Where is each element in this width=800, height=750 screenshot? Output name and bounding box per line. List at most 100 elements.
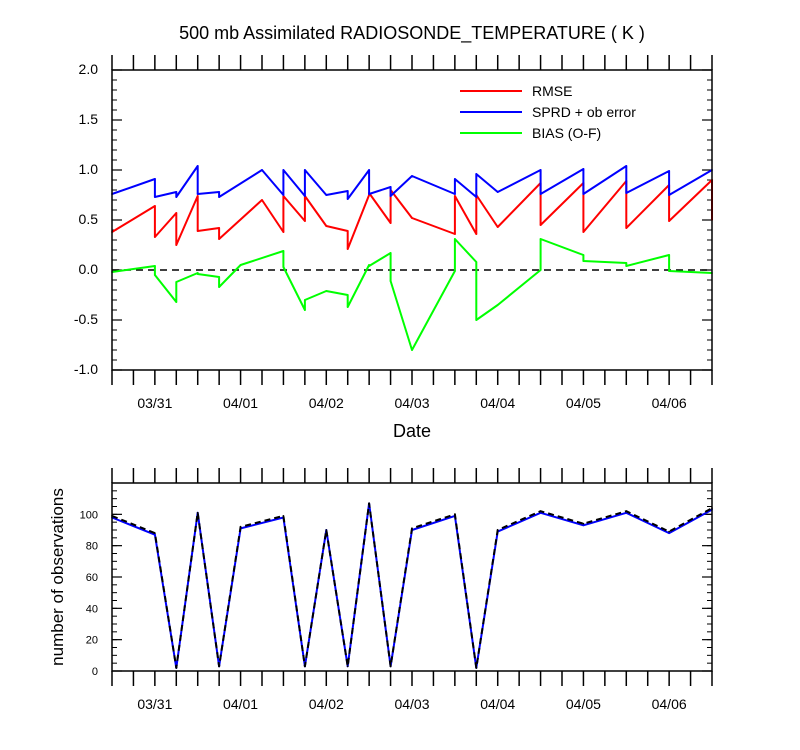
- data-point: [496, 304, 499, 306]
- data-point: [261, 169, 263, 171]
- data-point: [496, 226, 499, 228]
- data-point: [261, 199, 263, 201]
- data-point: [668, 532, 670, 534]
- x-tick-label: 04/03: [394, 696, 429, 712]
- bottom-axes: 0 20 40 60 80 100 03/31 04/01 04/02 04/03 04/04 04/…: [80, 468, 713, 712]
- top-panel: 500 mb Assimilated RADIOSONDE_TEMPERATUR…: [74, 23, 713, 441]
- data-point: [496, 191, 499, 193]
- data-point: [539, 193, 542, 195]
- data-point: [454, 233, 456, 235]
- data-point: [668, 170, 670, 172]
- data-point: [625, 262, 628, 264]
- data-point: [154, 533, 156, 536]
- data-point: [282, 169, 285, 171]
- data-point: [539, 269, 542, 271]
- data-point: [282, 250, 285, 252]
- data-point: [539, 224, 542, 226]
- data-point: [175, 212, 178, 214]
- data-point: [582, 260, 585, 262]
- data-point: [454, 178, 456, 180]
- data-point: [154, 236, 156, 238]
- x-tick-label: 04/02: [309, 395, 344, 411]
- x-tick-label: 04/02: [309, 696, 344, 712]
- data-point: [411, 349, 413, 351]
- data-point: [475, 233, 478, 235]
- data-point: [389, 195, 392, 197]
- y-tick-label: 0.5: [79, 211, 99, 227]
- data-point: [625, 192, 628, 194]
- data-point: [325, 529, 328, 531]
- data-point: [175, 244, 178, 246]
- data-point: [346, 248, 349, 250]
- data-point: [582, 522, 585, 525]
- bottom-series-group: [111, 502, 713, 669]
- chart-title: 500 mb Assimilated RADIOSONDE_TEMPERATUR…: [179, 23, 645, 44]
- series-line-possible: [111, 502, 713, 669]
- data-point: [582, 231, 585, 233]
- data-point: [325, 225, 328, 227]
- data-point: [218, 286, 221, 288]
- legend: RMSE SPRD + ob error BIAS (O-F): [460, 83, 636, 141]
- data-point: [475, 173, 478, 175]
- y-tick-label: 80: [86, 541, 98, 553]
- series-line-bias-o-f: [111, 238, 713, 351]
- y-tick-label: -0.5: [74, 311, 98, 327]
- bottom-panel: 0 20 40 60 80 100 03/31 04/01 04/02 04/03 04/04 04/…: [48, 468, 713, 712]
- data-point: [196, 193, 199, 195]
- data-point: [196, 511, 199, 514]
- x-tick-label: 04/05: [566, 395, 601, 411]
- x-tick-label: 04/06: [652, 395, 687, 411]
- x-tick-label: 04/04: [480, 395, 515, 411]
- data-point: [368, 193, 370, 195]
- data-point: [154, 274, 156, 276]
- data-point: [304, 299, 306, 301]
- series-line-rmse: [111, 179, 713, 250]
- y-tick-label: 40: [86, 603, 98, 615]
- data-point: [539, 238, 542, 240]
- data-point: [154, 196, 156, 198]
- data-point: [668, 194, 670, 196]
- x-tick-label: 03/31: [137, 696, 172, 712]
- y-tick-label: 20: [86, 635, 98, 647]
- data-point: [668, 530, 670, 533]
- data-point: [668, 270, 670, 272]
- data-point: [454, 193, 456, 195]
- data-point: [196, 273, 199, 275]
- data-point: [218, 227, 221, 229]
- data-point: [346, 190, 349, 192]
- data-point: [304, 169, 306, 171]
- x-tick-label: 04/03: [394, 395, 429, 411]
- y-tick-label: 60: [86, 572, 98, 584]
- data-point: [668, 254, 670, 256]
- data-point: [454, 238, 456, 240]
- y-tick-label: 0: [92, 666, 98, 678]
- y-tick-label: 0.0: [79, 261, 99, 277]
- legend-label: BIAS (O-F): [532, 125, 601, 141]
- data-point: [196, 165, 199, 167]
- data-point: [346, 230, 349, 232]
- data-point: [282, 231, 285, 233]
- x-tick-label: 04/05: [566, 696, 601, 712]
- data-point: [346, 306, 349, 308]
- data-point: [304, 309, 306, 311]
- data-point: [668, 220, 670, 222]
- x-tick-label: 04/04: [480, 696, 515, 712]
- x-axis-label: Date: [393, 421, 431, 441]
- y-tick-label: -1.0: [74, 361, 98, 377]
- data-point: [475, 319, 478, 321]
- data-point: [304, 195, 306, 197]
- data-point: [304, 220, 306, 222]
- data-point: [454, 270, 456, 272]
- data-point: [346, 198, 349, 200]
- data-point: [282, 194, 285, 196]
- data-point: [368, 265, 370, 267]
- data-point: [346, 665, 349, 668]
- data-point: [175, 196, 178, 198]
- data-point: [218, 238, 221, 240]
- data-point: [239, 264, 242, 266]
- x-tick-label: 04/01: [223, 696, 258, 712]
- data-point: [346, 294, 349, 296]
- data-point: [282, 266, 285, 268]
- top-plot-frame: [111, 69, 713, 371]
